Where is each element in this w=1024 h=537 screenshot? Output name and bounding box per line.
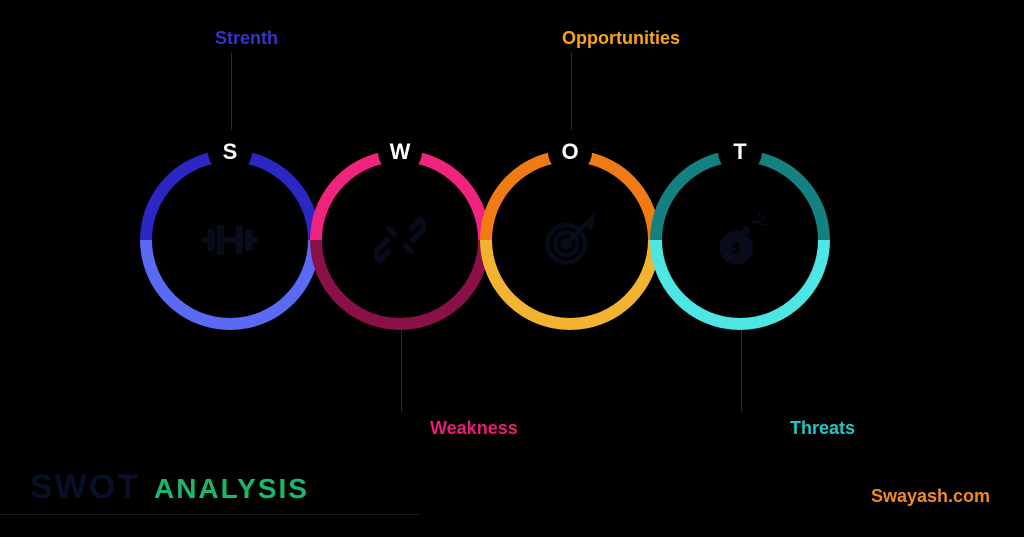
letter-w: W	[378, 130, 422, 174]
label-strength: Strenth	[215, 28, 278, 49]
broken-link-icon	[370, 210, 430, 270]
label-weakness: Weakness	[430, 418, 518, 439]
label-threats: Threats	[790, 418, 855, 439]
title: SWOT ANALYSIS	[30, 468, 309, 507]
letter-t: T	[718, 130, 762, 174]
connector-weakness	[401, 330, 402, 412]
dumbbell-icon	[200, 210, 260, 270]
target-icon	[540, 210, 600, 270]
connector-threats	[741, 330, 742, 412]
title-underline	[0, 514, 420, 515]
letter-s: S	[208, 130, 252, 174]
swot-rings: S W	[140, 150, 820, 330]
ring-opportunities: O	[480, 150, 660, 330]
ring-threats: $ T	[650, 150, 830, 330]
letter-o: O	[548, 130, 592, 174]
title-analysis-text: ANALYSIS	[154, 473, 309, 505]
ring-weakness: W	[310, 150, 490, 330]
bomb-icon: $	[710, 210, 770, 270]
footer-brand: Swayash.com	[871, 486, 990, 507]
title-swot-text: SWOT	[30, 468, 140, 507]
ring-strength: S	[140, 150, 320, 330]
label-opportunities: Opportunities	[562, 28, 680, 49]
svg-text:$: $	[732, 240, 741, 257]
